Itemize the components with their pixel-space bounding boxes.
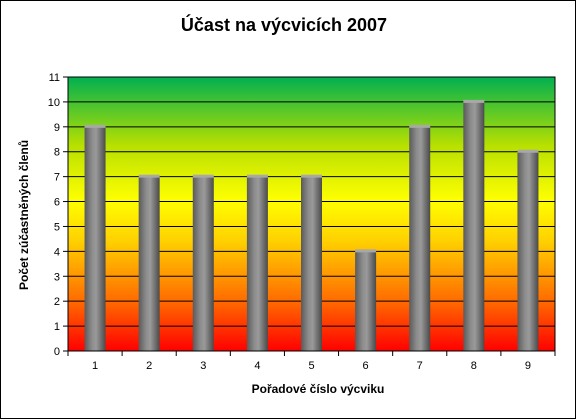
y-tick-label: 2 <box>54 296 60 308</box>
y-tick-label: 6 <box>54 197 60 209</box>
x-tick-label: 8 <box>471 360 477 372</box>
y-tick-label: 11 <box>49 72 60 84</box>
y-tick-label: 3 <box>54 271 60 283</box>
bar-cap <box>409 124 431 128</box>
bar <box>409 124 431 352</box>
x-tick-label: 6 <box>363 360 369 372</box>
y-tick-label: 9 <box>54 122 60 134</box>
y-tick-label: 1 <box>54 321 60 333</box>
bar-body <box>192 176 214 351</box>
bar-cap <box>301 174 322 178</box>
bar <box>138 174 160 351</box>
bar <box>301 174 322 351</box>
bar-cap <box>84 124 106 128</box>
bar-cap <box>517 149 539 153</box>
y-tick-labels: 0 1 2 3 4 5 6 7 8 9 10 11 <box>48 72 60 358</box>
y-tick-label: 0 <box>54 346 60 358</box>
x-tick-label: 9 <box>525 360 531 372</box>
bar-body <box>246 176 268 351</box>
bar <box>463 99 485 351</box>
y-tick-label: 7 <box>54 172 60 184</box>
bar-cap <box>246 174 268 178</box>
bar-body <box>355 251 377 351</box>
x-tick-labels: 1 2 3 4 5 6 7 8 9 <box>92 360 531 372</box>
axes <box>63 76 556 356</box>
x-tick-label: 1 <box>92 360 98 372</box>
bar-body <box>517 151 539 351</box>
x-tick-label: 2 <box>146 360 152 372</box>
bar-cap <box>355 249 377 253</box>
x-tick-label: 4 <box>254 360 260 372</box>
bar <box>517 149 539 351</box>
x-tick-label: 7 <box>417 360 423 372</box>
y-tick-label: 5 <box>54 221 60 233</box>
bar <box>246 174 268 351</box>
y-tick-label: 10 <box>48 97 60 109</box>
bar-body <box>463 101 485 351</box>
bar-body <box>301 176 322 351</box>
bar-body <box>409 126 431 352</box>
y-tick-label: 4 <box>54 246 60 258</box>
chart-title: Účast na výcvicích 2007 <box>181 14 387 35</box>
bar-body <box>84 126 106 352</box>
bar-cap <box>138 174 160 178</box>
y-axis-title: Počet zúčastněných členů <box>17 140 31 290</box>
bar <box>192 174 214 351</box>
bar <box>355 249 377 351</box>
bar <box>84 124 106 352</box>
x-tick-label: 5 <box>308 360 314 372</box>
bar-body <box>138 176 160 351</box>
plot-border <box>67 76 556 352</box>
bars <box>84 99 539 352</box>
bar-cap <box>192 174 214 178</box>
bar-cap <box>463 99 485 103</box>
x-axis-title: Pořadové číslo výcviku <box>252 382 385 396</box>
x-tick-label: 3 <box>200 360 206 372</box>
y-tick-label: 8 <box>54 147 60 159</box>
